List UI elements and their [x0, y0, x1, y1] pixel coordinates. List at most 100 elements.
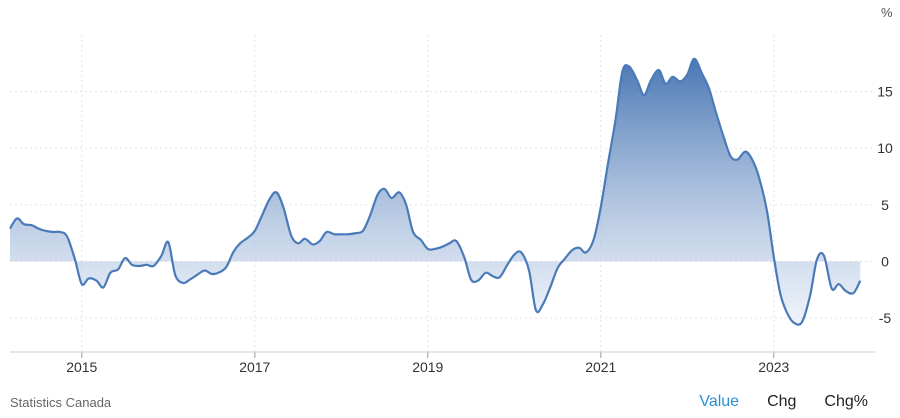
- data-point: [217, 272, 219, 274]
- data-point: [44, 230, 46, 232]
- data-point: [16, 217, 18, 219]
- tab-chg[interactable]: Chg: [767, 393, 797, 410]
- data-point: [852, 292, 854, 294]
- data-point: [319, 240, 321, 242]
- data-point: [333, 233, 335, 235]
- data-point: [66, 236, 68, 238]
- tab-value[interactable]: Value: [699, 393, 740, 410]
- area-layer: [10, 58, 861, 325]
- data-point: [693, 58, 695, 60]
- data-point: [117, 268, 119, 270]
- data-point: [340, 233, 342, 235]
- data-point: [578, 247, 580, 249]
- data-point: [701, 72, 703, 74]
- data-point: [550, 285, 552, 287]
- data-point: [312, 243, 314, 245]
- y-tick-label: 5: [881, 197, 889, 213]
- data-point: [384, 188, 386, 190]
- data-point: [585, 251, 587, 253]
- data-point: [146, 264, 148, 266]
- data-point: [513, 254, 515, 256]
- y-unit-label: %: [881, 5, 893, 20]
- data-point: [758, 177, 760, 179]
- data-point: [442, 246, 444, 248]
- data-point: [788, 315, 790, 317]
- data-point: [420, 239, 422, 241]
- data-point: [506, 264, 508, 266]
- data-point: [773, 256, 775, 258]
- data-point: [542, 303, 544, 305]
- data-point: [434, 248, 436, 250]
- data-point: [859, 280, 861, 282]
- data-point: [398, 191, 400, 193]
- data-point: [730, 155, 732, 157]
- data-point: [167, 241, 169, 243]
- data-point: [679, 80, 681, 82]
- data-point: [528, 269, 530, 271]
- data-point: [304, 238, 306, 240]
- data-point: [801, 320, 803, 322]
- x-tick-label: 2019: [412, 359, 443, 375]
- data-point: [211, 273, 213, 275]
- data-point: [290, 234, 292, 236]
- data-point: [96, 280, 98, 282]
- y-tick-label: 0: [881, 253, 889, 269]
- data-point: [124, 257, 126, 259]
- series-area: [10, 58, 861, 325]
- data-point: [794, 323, 796, 325]
- data-point: [751, 159, 753, 161]
- data-point: [355, 232, 357, 234]
- data-point: [650, 79, 652, 81]
- data-point: [535, 309, 537, 311]
- data-point: [196, 274, 198, 276]
- data-point: [239, 242, 241, 244]
- y-tick-label: -5: [879, 310, 892, 326]
- data-point: [282, 206, 284, 208]
- data-point: [412, 231, 414, 233]
- y-tick-label: 10: [877, 140, 893, 156]
- data-point: [225, 266, 227, 268]
- data-point: [377, 194, 379, 196]
- data-point: [563, 258, 565, 260]
- data-point: [665, 83, 667, 85]
- data-point: [160, 255, 162, 257]
- data-point: [153, 265, 155, 267]
- data-point: [102, 286, 104, 288]
- source-label: Statistics Canada: [10, 395, 112, 410]
- data-point: [621, 70, 623, 72]
- data-point: [831, 288, 833, 290]
- y-tick-label: 15: [877, 84, 893, 100]
- data-point: [463, 256, 465, 258]
- x-tick-label: 2015: [66, 359, 97, 375]
- data-point: [520, 251, 522, 253]
- data-point: [261, 215, 263, 217]
- data-point: [615, 119, 617, 121]
- data-point: [607, 164, 609, 166]
- data-point: [204, 269, 206, 271]
- data-point: [736, 159, 738, 161]
- x-tick-label: 2021: [585, 359, 616, 375]
- data-point: [139, 265, 141, 267]
- data-point: [816, 258, 818, 260]
- tab-chg-percent[interactable]: Chg%: [824, 393, 868, 410]
- data-point: [326, 231, 328, 233]
- data-point: [477, 280, 479, 282]
- data-point: [780, 294, 782, 296]
- x-tick-label: 2017: [239, 359, 270, 375]
- data-point: [571, 249, 573, 251]
- data-point: [557, 267, 559, 269]
- data-point: [81, 283, 83, 285]
- data-point: [744, 151, 746, 153]
- line-layer: [9, 57, 862, 326]
- data-point: [247, 237, 249, 239]
- data-point: [723, 136, 725, 138]
- view-tabs: Value Chg Chg%: [699, 393, 868, 411]
- data-point: [823, 255, 825, 257]
- data-point: [600, 206, 602, 208]
- data-point: [470, 279, 472, 281]
- data-point: [448, 242, 450, 244]
- data-point: [485, 272, 487, 274]
- data-point: [427, 248, 429, 250]
- data-point: [254, 230, 256, 232]
